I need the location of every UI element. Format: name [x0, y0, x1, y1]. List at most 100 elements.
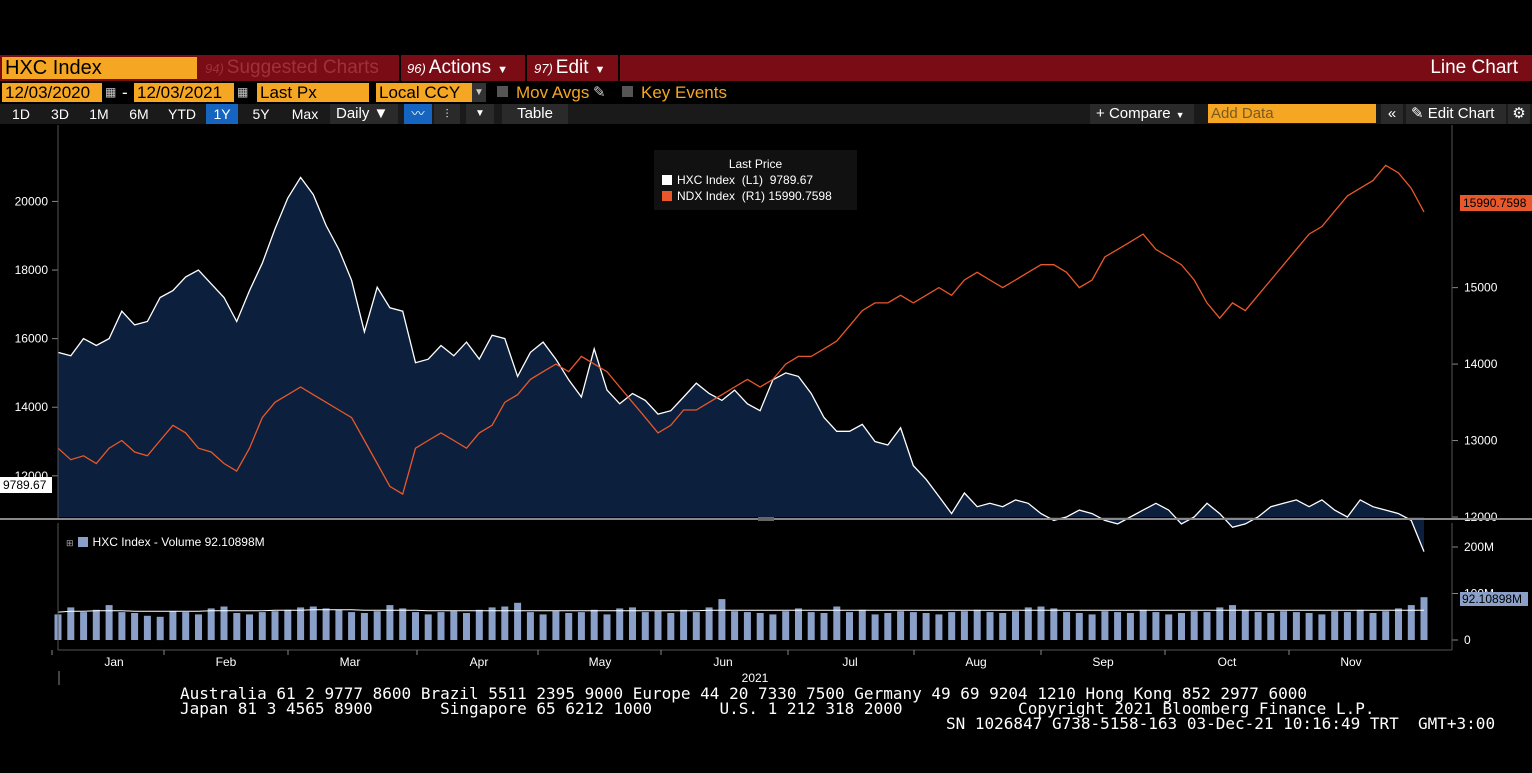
right-tick-label: 13000 — [1464, 434, 1498, 448]
volume-bar — [1178, 613, 1185, 640]
currency-select[interactable]: Local CCY — [376, 83, 472, 102]
start-date-field[interactable]: 12/03/2020 — [2, 83, 102, 102]
volume-bar — [297, 607, 305, 640]
x-tick-label: Jul — [842, 655, 857, 669]
edit-label: Edit — [555, 57, 589, 78]
chart-type-title: Line Chart — [1430, 57, 1518, 78]
volume-bar — [1331, 611, 1339, 640]
volume-bar — [1356, 609, 1364, 640]
period-button-max[interactable]: Max — [291, 106, 319, 122]
volume-bar — [501, 606, 509, 640]
volume-bar — [284, 609, 292, 640]
footer-contacts-line1: Australia 61 2 9777 8600 Brazil 5511 239… — [180, 684, 1308, 703]
x-tick-label: Nov — [1340, 655, 1361, 669]
key-events-checkbox[interactable] — [622, 86, 633, 97]
collapse-icon[interactable]: « — [1381, 104, 1403, 124]
volume-bar — [654, 611, 662, 640]
volume-bar — [1420, 597, 1428, 640]
right-axis-ticks: 12000 13000 14000 15000 — [1452, 281, 1498, 524]
volume-bar — [131, 613, 139, 640]
x-tick-label: Aug — [965, 655, 986, 669]
top-toolbar — [0, 55, 1532, 81]
volume-bar — [195, 614, 202, 640]
volume-bar — [1395, 608, 1402, 640]
chevron-down-icon[interactable]: ▼ — [466, 104, 494, 124]
end-date-field[interactable]: 12/03/2021 — [134, 83, 234, 102]
volume-bar — [897, 611, 905, 640]
volume-bar — [488, 607, 496, 640]
divider — [618, 55, 620, 81]
volume-bar — [782, 611, 790, 640]
period-button-1d[interactable]: 1D — [12, 106, 30, 122]
edit-chart-button[interactable]: ✎ Edit Chart — [1406, 104, 1506, 124]
volume-bar — [118, 612, 126, 640]
volume-bar — [1012, 611, 1019, 640]
bar-chart-icon[interactable]: ⫶ — [434, 104, 460, 124]
volume-bar — [1024, 607, 1032, 640]
volume-bar — [590, 609, 598, 640]
volume-bar — [1305, 613, 1313, 640]
volume-bar — [437, 612, 445, 640]
pencil-icon: ✎ — [1411, 105, 1428, 122]
actions-button[interactable]: 96) Actions ▼ — [407, 57, 508, 79]
volume-bar — [629, 607, 636, 640]
volume-bar — [1063, 612, 1071, 640]
volume-tick-label: 200M — [1464, 540, 1494, 554]
gear-icon[interactable]: ⚙ — [1508, 104, 1530, 124]
table-button[interactable]: Table — [502, 104, 568, 124]
x-tick-label: Mar — [340, 655, 361, 669]
volume-bar — [1229, 605, 1236, 640]
volume-bar — [1318, 614, 1326, 640]
x-axis-labels: Jan Feb Mar Apr May Jun Jul Aug Sep Oct Nov — [51, 650, 1362, 669]
period-button-1m[interactable]: 1M — [89, 106, 109, 122]
volume-bar — [1280, 611, 1288, 640]
calendar-icon[interactable]: ▦ — [237, 85, 249, 99]
volume-bar — [373, 611, 381, 640]
legend-hxc-text: HXC Index (L1) 9789.67 — [677, 173, 814, 187]
volume-bar — [1139, 609, 1147, 640]
ndx-last-value: 15990.7598 — [1463, 196, 1527, 210]
period-button-ytd[interactable]: YTD — [168, 106, 196, 122]
volume-bar — [463, 613, 470, 640]
volume-bar — [871, 614, 879, 640]
period-button-6m[interactable]: 6M — [129, 106, 149, 122]
ticker-input[interactable]: HXC Index — [2, 57, 197, 79]
compare-button[interactable]: + Compare ▼ — [1090, 104, 1194, 124]
volume-bar — [769, 614, 777, 640]
volume-bar — [1267, 613, 1275, 640]
volume-bar — [348, 612, 356, 640]
volume-bar — [909, 612, 917, 640]
volume-bar — [450, 611, 458, 640]
frequency-select[interactable]: Daily ▼ — [330, 104, 398, 124]
volume-bar — [935, 614, 943, 640]
plus-icon: + — [1096, 105, 1109, 122]
pencil-icon[interactable]: ✎ — [593, 84, 606, 101]
line-chart-icon[interactable]: 〰 — [404, 104, 432, 124]
right-tick-label: 12000 — [1464, 510, 1498, 524]
volume-bar — [246, 614, 253, 640]
volume-bar — [641, 612, 649, 640]
legend-item-ndx: NDX Index (R1) 15990.7598 — [662, 189, 832, 204]
suggested-charts-button[interactable]: 94) Suggested Charts — [205, 57, 379, 79]
mov-avgs-checkbox[interactable] — [497, 86, 508, 97]
line-chart[interactable]: 12000 14000 16000 18000 20000 12000 13000 1400… — [0, 125, 1532, 685]
chart-legend: Last Price HXC Index (L1) 9789.67 NDX In… — [654, 150, 857, 210]
period-button-5y[interactable]: 5Y — [252, 106, 270, 122]
volume-ma-line — [57, 609, 1424, 613]
ndx-last-value-tag: 15990.7598 — [1460, 195, 1532, 211]
divider — [525, 55, 527, 81]
price-field-select[interactable]: Last Px — [257, 83, 369, 102]
volume-bar — [1254, 612, 1262, 640]
calendar-icon[interactable]: ▦ — [105, 85, 117, 99]
add-data-input[interactable]: Add Data — [1208, 104, 1376, 123]
period-button-3d[interactable]: 3D — [51, 106, 69, 122]
right-tick-label: 15000 — [1464, 281, 1498, 295]
volume-bar — [220, 606, 228, 640]
period-button-1y[interactable]: 1Y — [206, 104, 238, 124]
currency-dropdown-icon[interactable]: ▼ — [472, 83, 486, 102]
edit-button[interactable]: 97) Edit ▼ — [534, 57, 605, 79]
expand-icon[interactable]: ⊞ — [66, 538, 74, 548]
volume-bar — [258, 612, 266, 640]
x-tick-label: Jan — [104, 655, 123, 669]
